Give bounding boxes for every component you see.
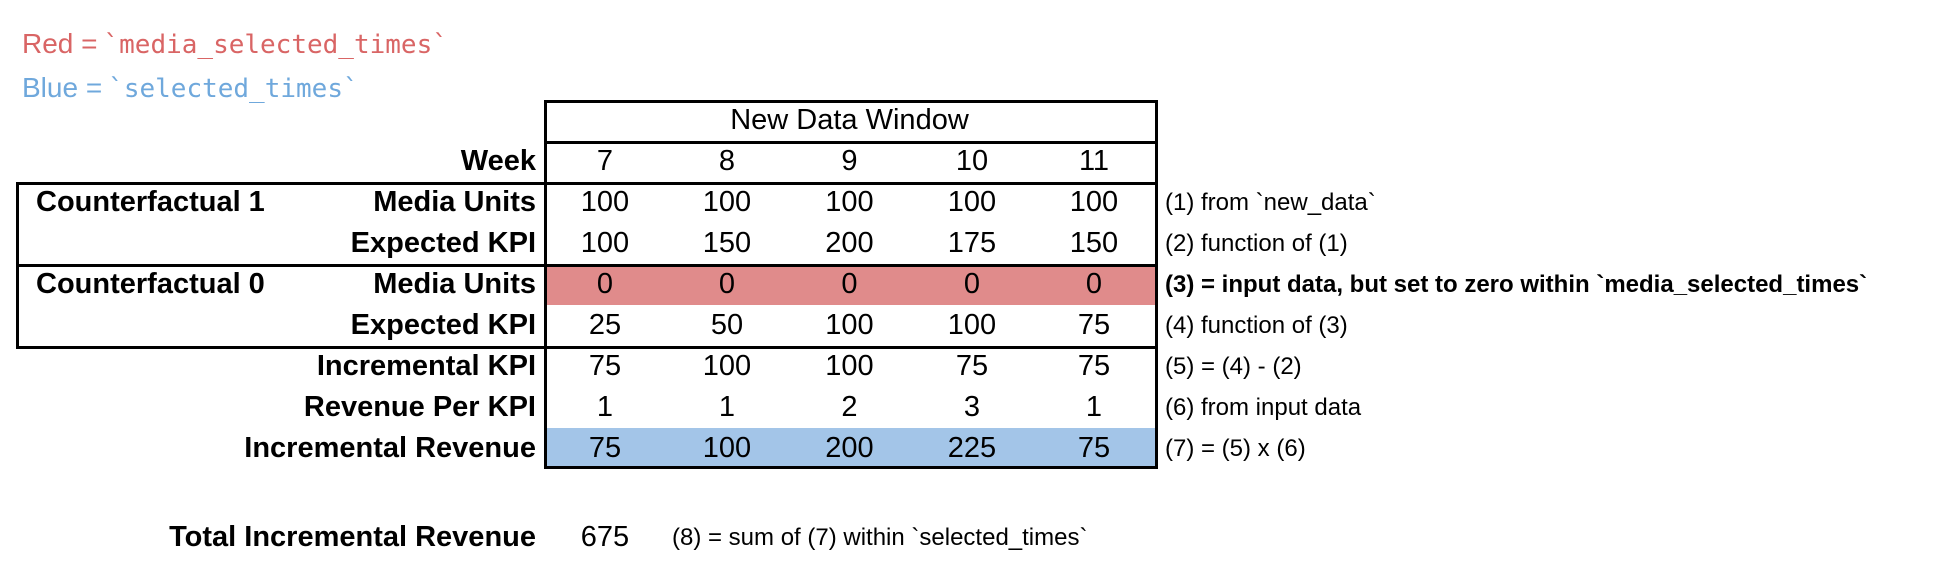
row-annotation: (1) from `new_data`: [1165, 188, 1376, 216]
value-cell: 25: [588, 309, 622, 341]
row-annotation: (2) function of (1): [1165, 229, 1348, 257]
row-label: Incremental KPI: [316, 350, 536, 382]
value-cell: 0: [788, 264, 911, 305]
empty-cell: [1155, 141, 1945, 182]
value-cell: 100: [702, 186, 752, 218]
value-cell: 200: [788, 428, 911, 469]
value-cell: 100: [947, 186, 997, 218]
value-cell: 100: [702, 350, 752, 382]
legend-red-label: Red =: [22, 28, 98, 59]
empty-cell: [16, 305, 293, 346]
week-number: 8: [718, 145, 736, 177]
row-label: Revenue Per KPI: [303, 391, 536, 423]
table-line-counterfactual-divider: [16, 264, 1158, 267]
color-legend: Red = `media_selected_times` Blue = `selec…: [22, 22, 448, 110]
value-cell: 50: [710, 309, 744, 341]
value-cell: 100: [580, 227, 630, 259]
value-cell: 1: [718, 391, 736, 423]
empty-cell: [1155, 100, 1945, 141]
legend-red-line: Red = `media_selected_times`: [22, 22, 448, 66]
value-cell: 100: [947, 309, 997, 341]
value-cell: 1: [1085, 391, 1103, 423]
value-cell: 3: [963, 391, 981, 423]
table-border-left-group-box: [16, 182, 19, 349]
value-cell: 75: [1077, 309, 1111, 341]
table-line-bottom: [544, 466, 1158, 469]
row-annotation: (4) function of (3): [1165, 311, 1348, 339]
group-label: Counterfactual 0: [36, 268, 265, 300]
row-annotation: (5) = (4) - (2): [1165, 352, 1302, 380]
value-cell: 75: [1077, 350, 1111, 382]
empty-cell: [16, 387, 293, 428]
value-cell: 75: [588, 350, 622, 382]
value-cell: 225: [911, 428, 1033, 469]
table-border-data-left: [544, 100, 547, 469]
week-label: Week: [460, 145, 536, 177]
row-label: Media Units: [373, 268, 536, 300]
value-cell: 100: [825, 350, 874, 382]
value-cell: 0: [666, 264, 788, 305]
total-row: Total Incremental Revenue 675 (8) = sum …: [16, 517, 1946, 558]
table-line-top: [544, 100, 1158, 103]
empty-cell: [16, 223, 293, 264]
value-cell: 0: [1033, 264, 1155, 305]
value-cell: 150: [702, 227, 752, 259]
legend-red-code: `media_selected_times`: [103, 30, 448, 60]
week-number: 9: [841, 145, 858, 177]
total-value: 675: [580, 521, 630, 553]
counterfactual-table: New Data Window Week 7 8 9 10 11 Counterfactual…: [16, 100, 1945, 469]
total-annotation: (8) = sum of (7) within `selected_times`: [672, 523, 1088, 551]
row-label: Expected KPI: [350, 227, 536, 259]
value-cell: 150: [1069, 227, 1119, 259]
row-annotation: (7) = (5) x (6): [1165, 434, 1306, 462]
value-cell: 75: [955, 350, 989, 382]
row-label: Expected KPI: [350, 309, 536, 341]
empty-cell: [16, 346, 293, 387]
total-label: Total Incremental Revenue: [169, 521, 536, 553]
value-cell: 1: [596, 391, 614, 423]
value-cell: 100: [825, 309, 874, 341]
week-number: 7: [596, 145, 614, 177]
legend-blue-label: Blue =: [22, 72, 103, 103]
window-header: New Data Window: [730, 104, 969, 136]
value-cell: 200: [825, 227, 874, 259]
value-cell: 100: [825, 186, 874, 218]
week-number: 11: [1078, 145, 1110, 177]
row-annotation: (3) = input data, but set to zero within…: [1165, 270, 1868, 298]
value-cell: 100: [580, 186, 630, 218]
value-cell: 75: [544, 428, 666, 469]
table-border-data-right: [1155, 100, 1158, 469]
legend-blue-line: Blue = `selected_times`: [22, 66, 448, 110]
table-line-under-window-header: [544, 141, 1158, 144]
legend-blue-code: `selected_times`: [108, 74, 359, 104]
row-annotation: (6) from input data: [1165, 393, 1362, 421]
value-cell: 2: [841, 391, 858, 423]
empty-cell: [293, 100, 544, 141]
table-line-under-counterfactual0: [16, 346, 1158, 349]
value-cell: 0: [544, 264, 666, 305]
value-cell: 0: [911, 264, 1033, 305]
row-label: Media Units: [373, 186, 536, 218]
value-cell: 75: [1033, 428, 1155, 469]
empty-cell: [16, 141, 293, 182]
row-label: Incremental Revenue: [244, 432, 536, 464]
value-cell: 100: [666, 428, 788, 469]
empty-cell: [16, 100, 293, 141]
week-number: 10: [955, 145, 989, 177]
table-line-under-week-row: [16, 182, 1158, 185]
group-label: Counterfactual 1: [36, 186, 265, 218]
value-cell: 100: [1069, 186, 1119, 218]
value-cell: 175: [947, 227, 997, 259]
